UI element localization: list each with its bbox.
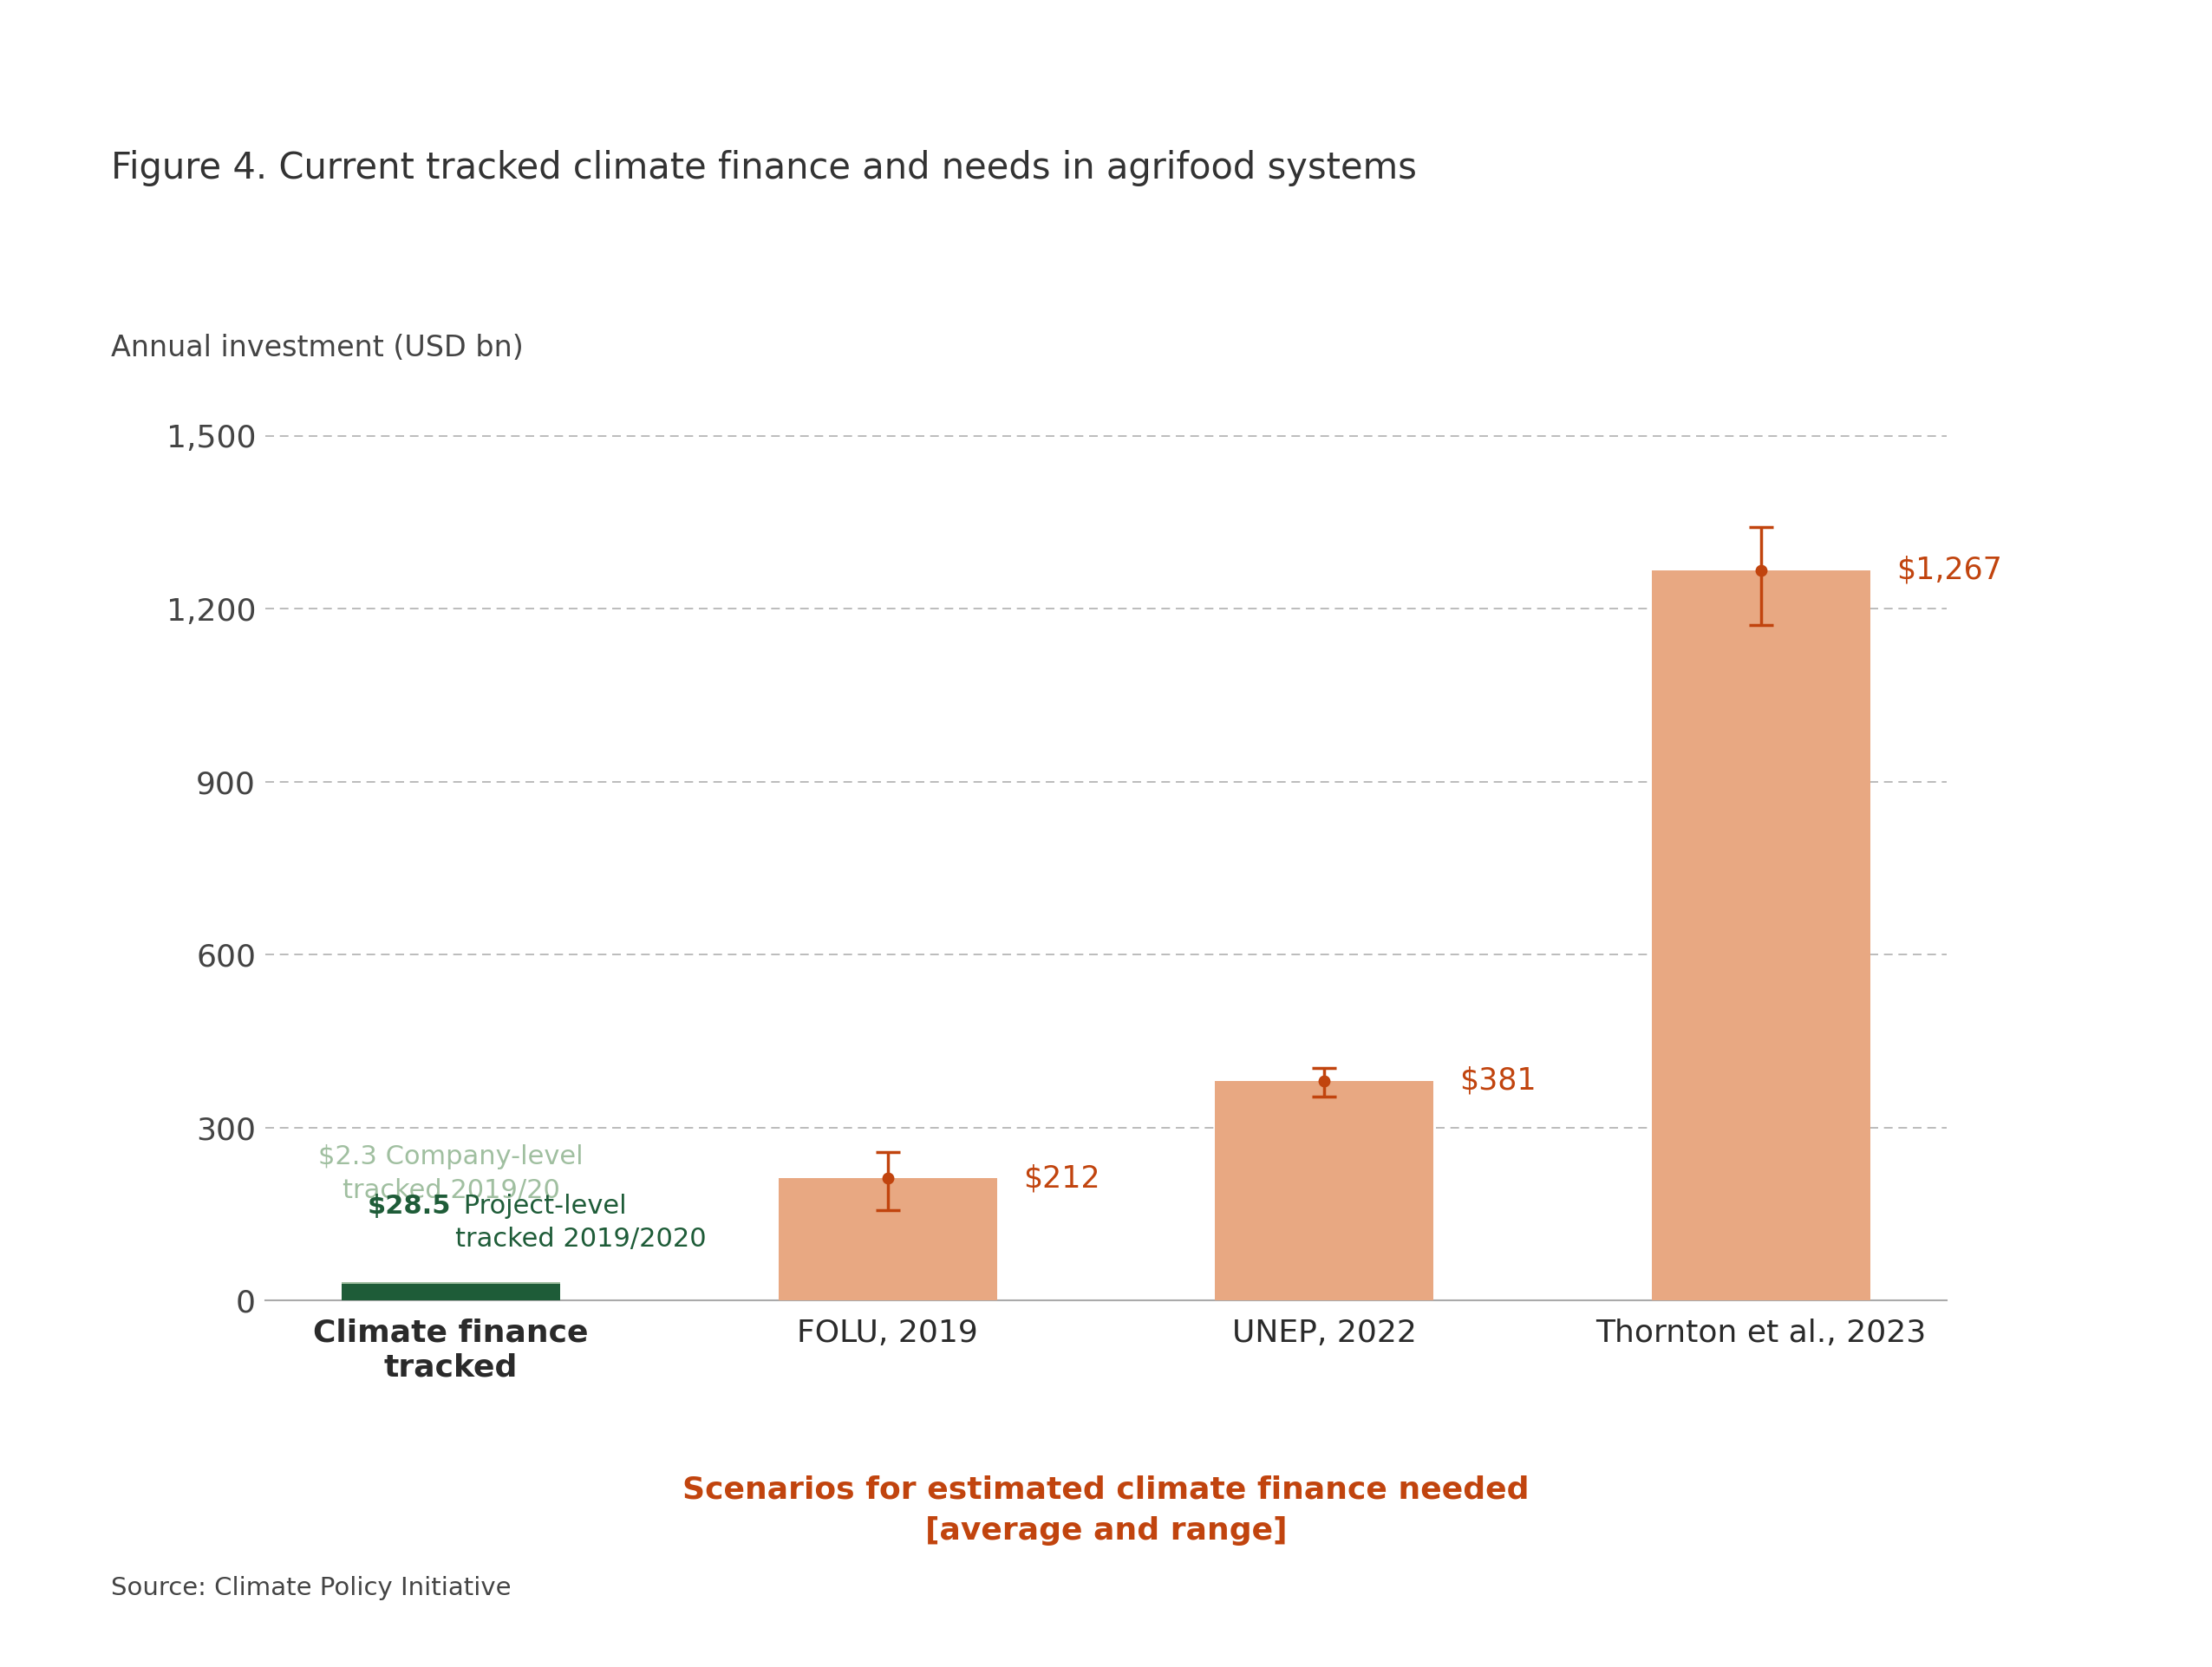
Bar (343, 1284, 560, 1300)
Text: $381: $381 (1460, 1065, 1537, 1095)
Bar (1214, 1080, 1433, 1300)
Text: Project-level
tracked 2019/2020: Project-level tracked 2019/2020 (456, 1194, 706, 1252)
Text: Source: Climate Policy Initiative: Source: Climate Policy Initiative (111, 1575, 511, 1600)
Text: Figure 4. Current tracked climate finance and needs in agrifood systems: Figure 4. Current tracked climate financ… (111, 150, 1416, 187)
Text: $2.3 Company-level
tracked 2019/20: $2.3 Company-level tracked 2019/20 (319, 1145, 584, 1204)
Text: $1,267: $1,267 (1896, 555, 2002, 585)
Text: Scenarios for estimated climate finance needed
[average and range]: Scenarios for estimated climate finance … (684, 1475, 1528, 1545)
Bar (1652, 570, 1869, 1300)
Bar (779, 1179, 998, 1300)
Text: $212: $212 (1022, 1164, 1099, 1194)
Text: Annual investment (USD bn): Annual investment (USD bn) (111, 333, 522, 362)
Text: $28.5: $28.5 (367, 1194, 451, 1219)
